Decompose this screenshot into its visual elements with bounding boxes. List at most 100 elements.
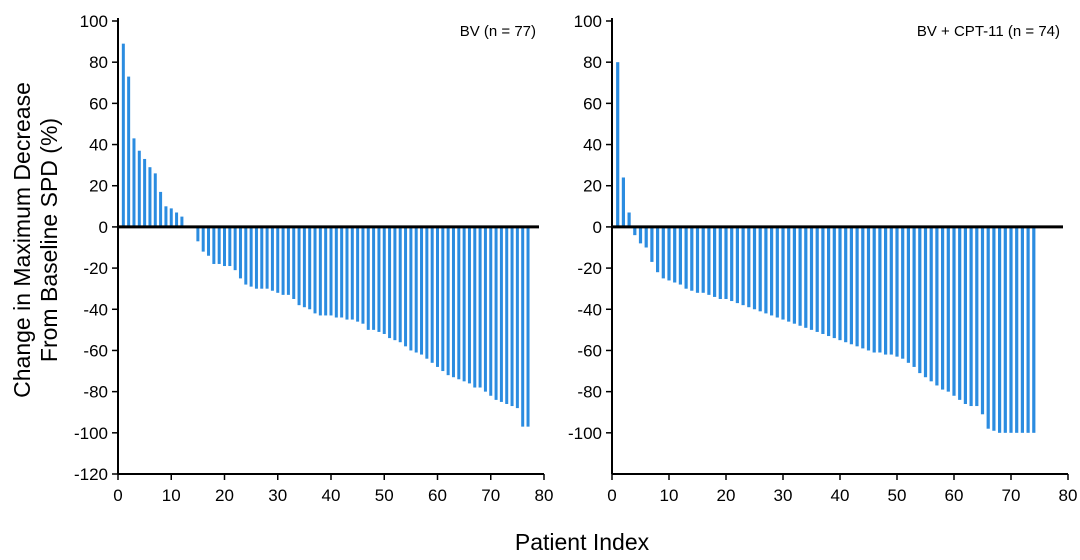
panel2-bar-53 xyxy=(912,226,916,367)
panel2-bar-24 xyxy=(747,226,751,308)
panel1-bar-74 xyxy=(510,226,514,407)
panel1-bar-24 xyxy=(244,226,248,285)
panel1-bar-73 xyxy=(505,226,509,404)
panel1-x-tick-label-2: 20 xyxy=(215,486,234,505)
panel1-bar-59 xyxy=(430,226,434,363)
panel2-bar-43 xyxy=(855,226,859,347)
panel2-x-tick-label-8: 80 xyxy=(1059,486,1078,505)
panel1-bar-68 xyxy=(478,226,482,388)
panel1-bar-72 xyxy=(499,226,503,402)
panel2-bar-72 xyxy=(1020,226,1024,433)
panel1-bar-70 xyxy=(489,226,493,396)
panel2-bar-65 xyxy=(980,226,985,415)
bv-cpt11-panel: 100 80 60 40 20 0 -20 -40 -60 -80 -100 0 10 20 30 40 50 6… xyxy=(568,12,1077,505)
panel2-bar-3 xyxy=(627,212,631,227)
panel1-bar-28 xyxy=(265,226,269,289)
panel1-y-tick-label-8: -60 xyxy=(83,341,108,360)
panel2-bar-26 xyxy=(758,226,762,312)
panel2-bar-36 xyxy=(815,226,819,332)
panel1-bar-40 xyxy=(329,226,333,316)
panel2-bar-48 xyxy=(884,226,888,355)
panel1-bar-42 xyxy=(340,226,344,318)
panel1-bar-20 xyxy=(223,226,226,267)
panel2-bar-25 xyxy=(752,226,757,310)
panel1-bar-19 xyxy=(217,226,221,264)
panel1-bar-35 xyxy=(302,226,306,308)
panel2-bar-64 xyxy=(975,226,979,407)
panel1-bar-30 xyxy=(276,226,280,293)
panel2-bar-1 xyxy=(616,62,620,227)
panel1-bar-16 xyxy=(201,226,205,252)
panel2-bar-46 xyxy=(872,226,876,353)
x-axis-label: Patient Index xyxy=(515,529,650,555)
panel2-bar-57 xyxy=(935,226,939,386)
panel2-bar-62 xyxy=(963,226,967,404)
panel2-bar-63 xyxy=(969,226,973,407)
panel1-x-tick-label-1: 10 xyxy=(162,486,181,505)
panel1-y-tick-label-10: -100 xyxy=(74,424,108,443)
panel1-bar-69 xyxy=(483,226,487,392)
panel1-bar-52 xyxy=(393,226,397,341)
panel1-x-tick-label-4: 40 xyxy=(322,486,341,505)
panel1-x-tick-label-8: 80 xyxy=(535,486,554,505)
panel2-bar-67 xyxy=(992,226,996,431)
panel2-bar-73 xyxy=(1026,226,1030,433)
panel1-bar-23 xyxy=(238,226,242,279)
panel2-bar-33 xyxy=(798,226,802,326)
panel1-bar-38 xyxy=(318,226,322,316)
panel1-bar-15 xyxy=(196,226,200,242)
panel1-title: BV (n = 77) xyxy=(460,23,536,40)
panel2-x-tick-label-5: 50 xyxy=(888,486,907,505)
panel1-bar-2 xyxy=(127,76,131,227)
panel1-y-tick-label-1: 80 xyxy=(89,53,108,72)
panel2-bar-16 xyxy=(701,226,705,293)
panel1-bar-32 xyxy=(286,226,290,295)
panel2-bar-34 xyxy=(804,226,808,328)
panel1-bar-6 xyxy=(148,167,152,227)
panel1-bar-41 xyxy=(334,226,338,318)
panel1-y-tick-label-2: 60 xyxy=(89,94,108,113)
panel1-y-tick-label-5: 0 xyxy=(99,218,108,237)
panel1-bar-66 xyxy=(467,226,471,384)
panel1-bar-17 xyxy=(207,226,211,256)
panel1-bar-55 xyxy=(409,226,413,351)
panel1-bar-50 xyxy=(382,226,386,334)
panel2-bar-17 xyxy=(707,226,711,295)
panel2-bar-68 xyxy=(998,226,1002,433)
panel1-bar-7 xyxy=(153,173,157,227)
panel2-bar-42 xyxy=(849,226,853,345)
panel1-bar-26 xyxy=(254,226,258,289)
panel1-bar-1 xyxy=(121,43,125,227)
panel1-bar-10 xyxy=(169,208,173,227)
panel1-bar-76 xyxy=(521,226,525,427)
panel1-y-tick-label-9: -80 xyxy=(83,383,108,402)
panel2-bar-21 xyxy=(730,226,734,302)
panel2-bar-29 xyxy=(775,226,779,318)
panel2-y-tick-label-10: -100 xyxy=(568,424,602,443)
panel1-x-tick-label-7: 70 xyxy=(481,486,500,505)
panel1-bar-11 xyxy=(175,212,179,227)
panel1-bar-34 xyxy=(297,226,301,306)
panel2-bar-55 xyxy=(923,226,928,378)
panel1-bar-48 xyxy=(372,226,376,330)
panel2-bar-28 xyxy=(770,226,774,316)
panel2-bar-23 xyxy=(741,226,745,306)
panel1-bar-39 xyxy=(324,226,328,316)
panel2-bar-71 xyxy=(1015,226,1019,433)
panel1-bar-21 xyxy=(228,226,232,267)
panel1-bar-5 xyxy=(143,158,147,227)
bv-panel: 100 80 60 40 20 0 -20 -40 -60 -80 -100 -120 0 10 20 30 4… xyxy=(74,12,553,505)
panel1-bar-8 xyxy=(159,191,163,227)
panel1-bar-71 xyxy=(494,226,498,400)
panel2-bar-61 xyxy=(958,226,962,400)
panel1-bar-22 xyxy=(233,226,237,271)
panel2-bar-38 xyxy=(827,226,831,337)
panel2-x-tick-label-2: 20 xyxy=(717,486,736,505)
panel2-bar-7 xyxy=(650,226,654,262)
panel2-bar-69 xyxy=(1003,226,1007,433)
panel1-y-tick-label-6: -20 xyxy=(83,259,108,278)
panel1-bar-27 xyxy=(260,226,264,289)
panel2-bar-27 xyxy=(764,226,768,314)
panel1-bar-63 xyxy=(451,226,455,378)
panel2-bar-5 xyxy=(638,226,643,244)
